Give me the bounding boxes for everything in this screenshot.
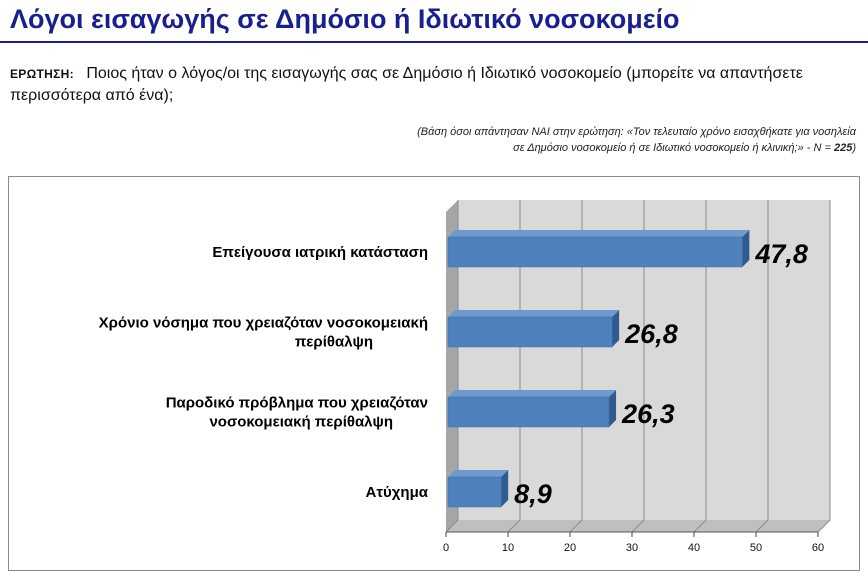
gridline-floor — [569, 519, 583, 533]
category-label-line: Επείγουσα ιατρική κατάσταση — [212, 244, 428, 261]
category-label-line: Παροδικό πρόβλημα που χρειαζόταν — [166, 395, 428, 412]
data-label: 26,3 — [621, 399, 675, 429]
category-label-line: νοσοκομειακή περίθαλψη — [209, 414, 393, 431]
bar-top-face — [448, 470, 509, 477]
basis-line-2-text: σε Δημόσιο νοσοκομείο ή σε Ιδιωτικό νοσο… — [513, 142, 834, 154]
bar-side-face — [609, 390, 617, 427]
gridline-floor — [817, 519, 831, 533]
basis-line-2: σε Δημόσιο νοσοκομείο ή σε Ιδιωτικό νοσο… — [216, 140, 856, 156]
category-label-line: περίθαλψη — [295, 334, 373, 351]
category-label-line: Χρόνιο νόσημα που χρειαζόταν νοσοκομειακ… — [99, 315, 428, 332]
x-tick-label: 50 — [750, 542, 762, 554]
bar-top-face — [448, 310, 620, 317]
category-label: Παροδικό πρόβλημα που χρειαζόταν νοσοκομε… — [166, 395, 428, 431]
x-tick-label: 40 — [688, 542, 700, 554]
bar-top-face — [448, 390, 617, 397]
category-label: Ατύχημα — [366, 484, 429, 501]
bar-side-face — [612, 310, 620, 347]
title-divider — [0, 41, 868, 43]
data-label: 8,9 — [514, 479, 552, 509]
bar-side-face — [501, 470, 509, 507]
bar — [447, 396, 610, 428]
data-label: 26,8 — [624, 319, 678, 349]
gridline-floor — [631, 519, 645, 533]
question-body: Ποιος ήταν ο λόγος/οι της εισαγωγής σας … — [10, 65, 803, 104]
bar-top-face — [448, 230, 750, 237]
gridline-floor — [507, 519, 521, 533]
question-text: ΕΡΩΤΗΣΗ: Ποιος ήταν ο λόγος/οι της εισαγ… — [10, 63, 860, 107]
basis-close: ) — [852, 142, 856, 154]
data-label: 47,8 — [754, 239, 808, 269]
sample-basis-note: (Βάση όσοι απάντησαν ΝΑΙ στην ερώτηση: «… — [216, 124, 856, 156]
sample-size: 225 — [833, 142, 853, 154]
page-title: Λόγοι εισαγωγής σε Δημόσιο ή Ιδιωτικό νο… — [10, 4, 680, 34]
x-tick-label: 60 — [812, 542, 824, 554]
x-tick-label: 30 — [626, 542, 638, 554]
bar — [447, 316, 613, 348]
bar-side-face — [742, 230, 750, 267]
category-label: Χρόνιο νόσημα που χρειαζόταν νοσοκομειακ… — [99, 315, 428, 351]
bar — [447, 476, 502, 508]
category-label-line: Ατύχημα — [366, 484, 429, 501]
x-tick-label: 10 — [502, 542, 514, 554]
bar — [447, 236, 743, 268]
category-label: Επείγουσα ιατρική κατάσταση — [212, 244, 428, 261]
x-tick-label: 20 — [564, 542, 576, 554]
x-tick-label: 0 — [443, 542, 449, 554]
gridline-floor — [445, 519, 459, 533]
chart-side-wall — [446, 200, 458, 532]
basis-line-1: (Βάση όσοι απάντησαν ΝΑΙ στην ερώτηση: «… — [417, 126, 856, 138]
gridline-floor — [755, 519, 769, 533]
gridline-floor — [693, 519, 707, 533]
question-label: ΕΡΩΤΗΣΗ: — [10, 67, 74, 81]
